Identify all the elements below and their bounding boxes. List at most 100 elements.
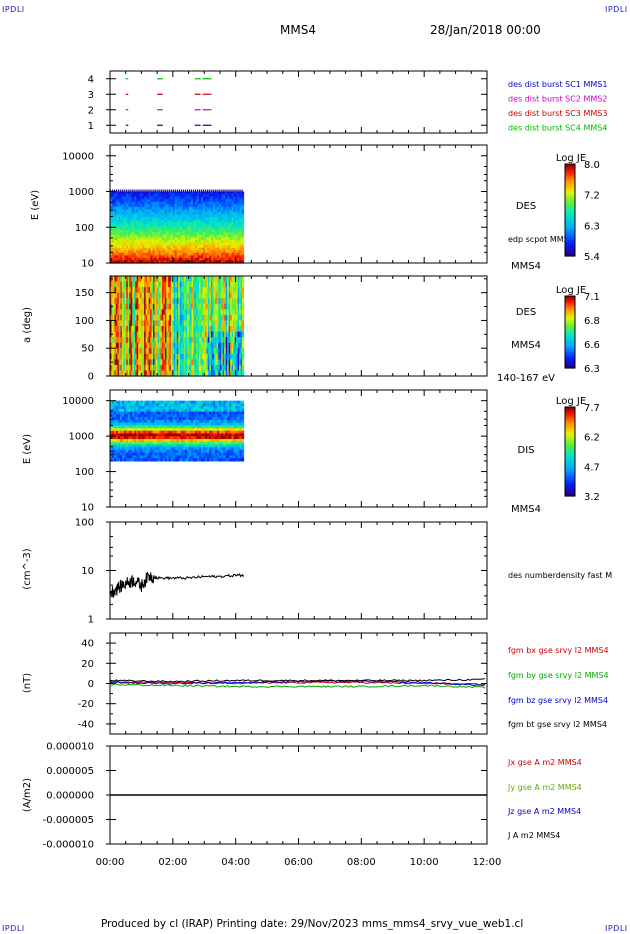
- spectrogram-cell: [136, 449, 139, 454]
- spectrogram-cell: [148, 364, 151, 372]
- spectrogram-cell: [150, 191, 154, 195]
- spectrogram-cell: [140, 257, 143, 262]
- spectrogram-cell: [231, 229, 235, 233]
- spectrogram-cell: [199, 411, 202, 415]
- spectrogram-cell: [154, 458, 158, 462]
- spectrogram-cell: [209, 337, 212, 344]
- spectrogram-cell: [210, 314, 213, 322]
- spectrogram-cell: [205, 428, 208, 432]
- spectrogram-cell: [133, 281, 136, 288]
- spectrogram-cell: [114, 209, 117, 213]
- spectrogram-cell: [199, 425, 202, 429]
- spectrogram-cell: [203, 348, 206, 355]
- spectrogram-cell: [144, 260, 148, 264]
- spectrogram-cell: [148, 227, 152, 231]
- spectrogram-cell: [118, 206, 121, 210]
- spectrogram-cell: [201, 252, 204, 256]
- spectrogram-cell: [219, 281, 222, 288]
- spectrogram-cell: [186, 419, 190, 424]
- spectrogram-cell: [207, 436, 210, 440]
- spectrogram-cell: [166, 206, 170, 210]
- spectrogram-cell: [213, 232, 216, 236]
- spectrogram-cell: [157, 348, 160, 355]
- spectrogram-cell: [128, 430, 131, 435]
- spectrogram-cell: [156, 232, 160, 236]
- spectrogram-cell: [160, 337, 163, 344]
- spectrogram-cell: [118, 199, 121, 203]
- spectrogram-cell: [141, 337, 144, 344]
- des-pitch-colorbar-cell: [565, 323, 575, 326]
- spectrogram-cell: [142, 422, 145, 426]
- spectrogram-cell: [112, 458, 115, 462]
- spectrogram-cell: [133, 348, 136, 355]
- spectrogram-cell: [170, 458, 174, 462]
- spectrogram-cell: [184, 232, 188, 236]
- spectrogram-cell: [150, 232, 154, 236]
- spectrogram-cell: [163, 303, 166, 310]
- spectrogram-cell: [188, 255, 192, 259]
- spectrogram-cell: [136, 452, 139, 457]
- spectrogram-cell: [221, 348, 224, 355]
- spectrogram-cell: [213, 320, 216, 327]
- spectrogram-cell: [233, 232, 237, 236]
- spectrogram-cell: [122, 204, 125, 208]
- spectrogram-cell: [205, 444, 208, 448]
- spectrogram-cell: [194, 455, 198, 459]
- spectrogram-cell: [227, 260, 230, 264]
- spectrogram-cell: [156, 204, 160, 208]
- spectrogram-cell: [110, 191, 113, 195]
- spectrogram-cell: [203, 422, 206, 426]
- spectrogram-cell: [230, 276, 233, 283]
- spectrogram-cell: [122, 255, 125, 259]
- spectrogram-cell: [200, 359, 203, 366]
- spectrogram-cell: [221, 252, 224, 256]
- spectrogram-cell: [148, 408, 152, 413]
- spectrogram-cell: [207, 232, 210, 236]
- spectrogram-cell: [146, 240, 150, 244]
- spectrogram-edge: [207, 189, 209, 193]
- spectrogram-cell: [120, 250, 123, 254]
- spectrogram-cell: [110, 245, 113, 249]
- spectrogram-cell: [166, 419, 170, 424]
- spectrogram-cell: [213, 281, 216, 288]
- spectrogram-edge: [164, 189, 166, 193]
- spectrogram-cell: [148, 260, 152, 264]
- spectrogram-cell: [134, 417, 137, 421]
- spectrogram-cell: [140, 237, 143, 241]
- spectrogram-cell: [116, 222, 119, 226]
- spectrogram-cell: [139, 298, 142, 305]
- spectrogram-cell: [201, 314, 205, 322]
- spectrogram-cell: [126, 403, 129, 407]
- spectrogram-cell: [138, 229, 141, 233]
- spectrogram-cell: [136, 425, 139, 429]
- spectrogram-cell: [166, 194, 170, 198]
- spectrogram-cell: [140, 425, 143, 429]
- spectrogram-cell: [134, 419, 137, 424]
- spectrogram-cell: [223, 201, 226, 205]
- spectrogram-cell: [203, 287, 206, 294]
- spectrogram-cell: [110, 342, 113, 349]
- spectrogram-cell: [219, 250, 222, 254]
- spectrogram-cell: [154, 422, 158, 426]
- spectrogram-cell: [219, 194, 222, 198]
- spectrogram-cell: [174, 444, 178, 448]
- spectrogram-cell: [184, 400, 188, 405]
- spectrogram-cell: [148, 359, 151, 366]
- spectrogram-cell: [124, 337, 127, 344]
- spectrogram-cell: [120, 191, 123, 195]
- spectrogram-cell: [182, 211, 186, 216]
- spectrogram-cell: [127, 326, 130, 333]
- spectrogram-cell: [235, 247, 239, 251]
- spectrogram-cell: [116, 214, 119, 218]
- spectrogram-cell: [224, 348, 227, 355]
- spectrogram-cell: [128, 449, 131, 454]
- spectrogram-cell: [176, 252, 180, 256]
- spectrogram-cell: [182, 441, 186, 446]
- spectrogram-cell: [147, 348, 150, 355]
- spectrogram-cell: [166, 331, 169, 338]
- spectrogram-cell: [136, 287, 139, 294]
- spectrogram-cell: [174, 211, 178, 216]
- spectrogram-cell: [142, 204, 145, 208]
- spectrogram-cell: [180, 191, 184, 195]
- spectrogram-cell: [210, 342, 213, 349]
